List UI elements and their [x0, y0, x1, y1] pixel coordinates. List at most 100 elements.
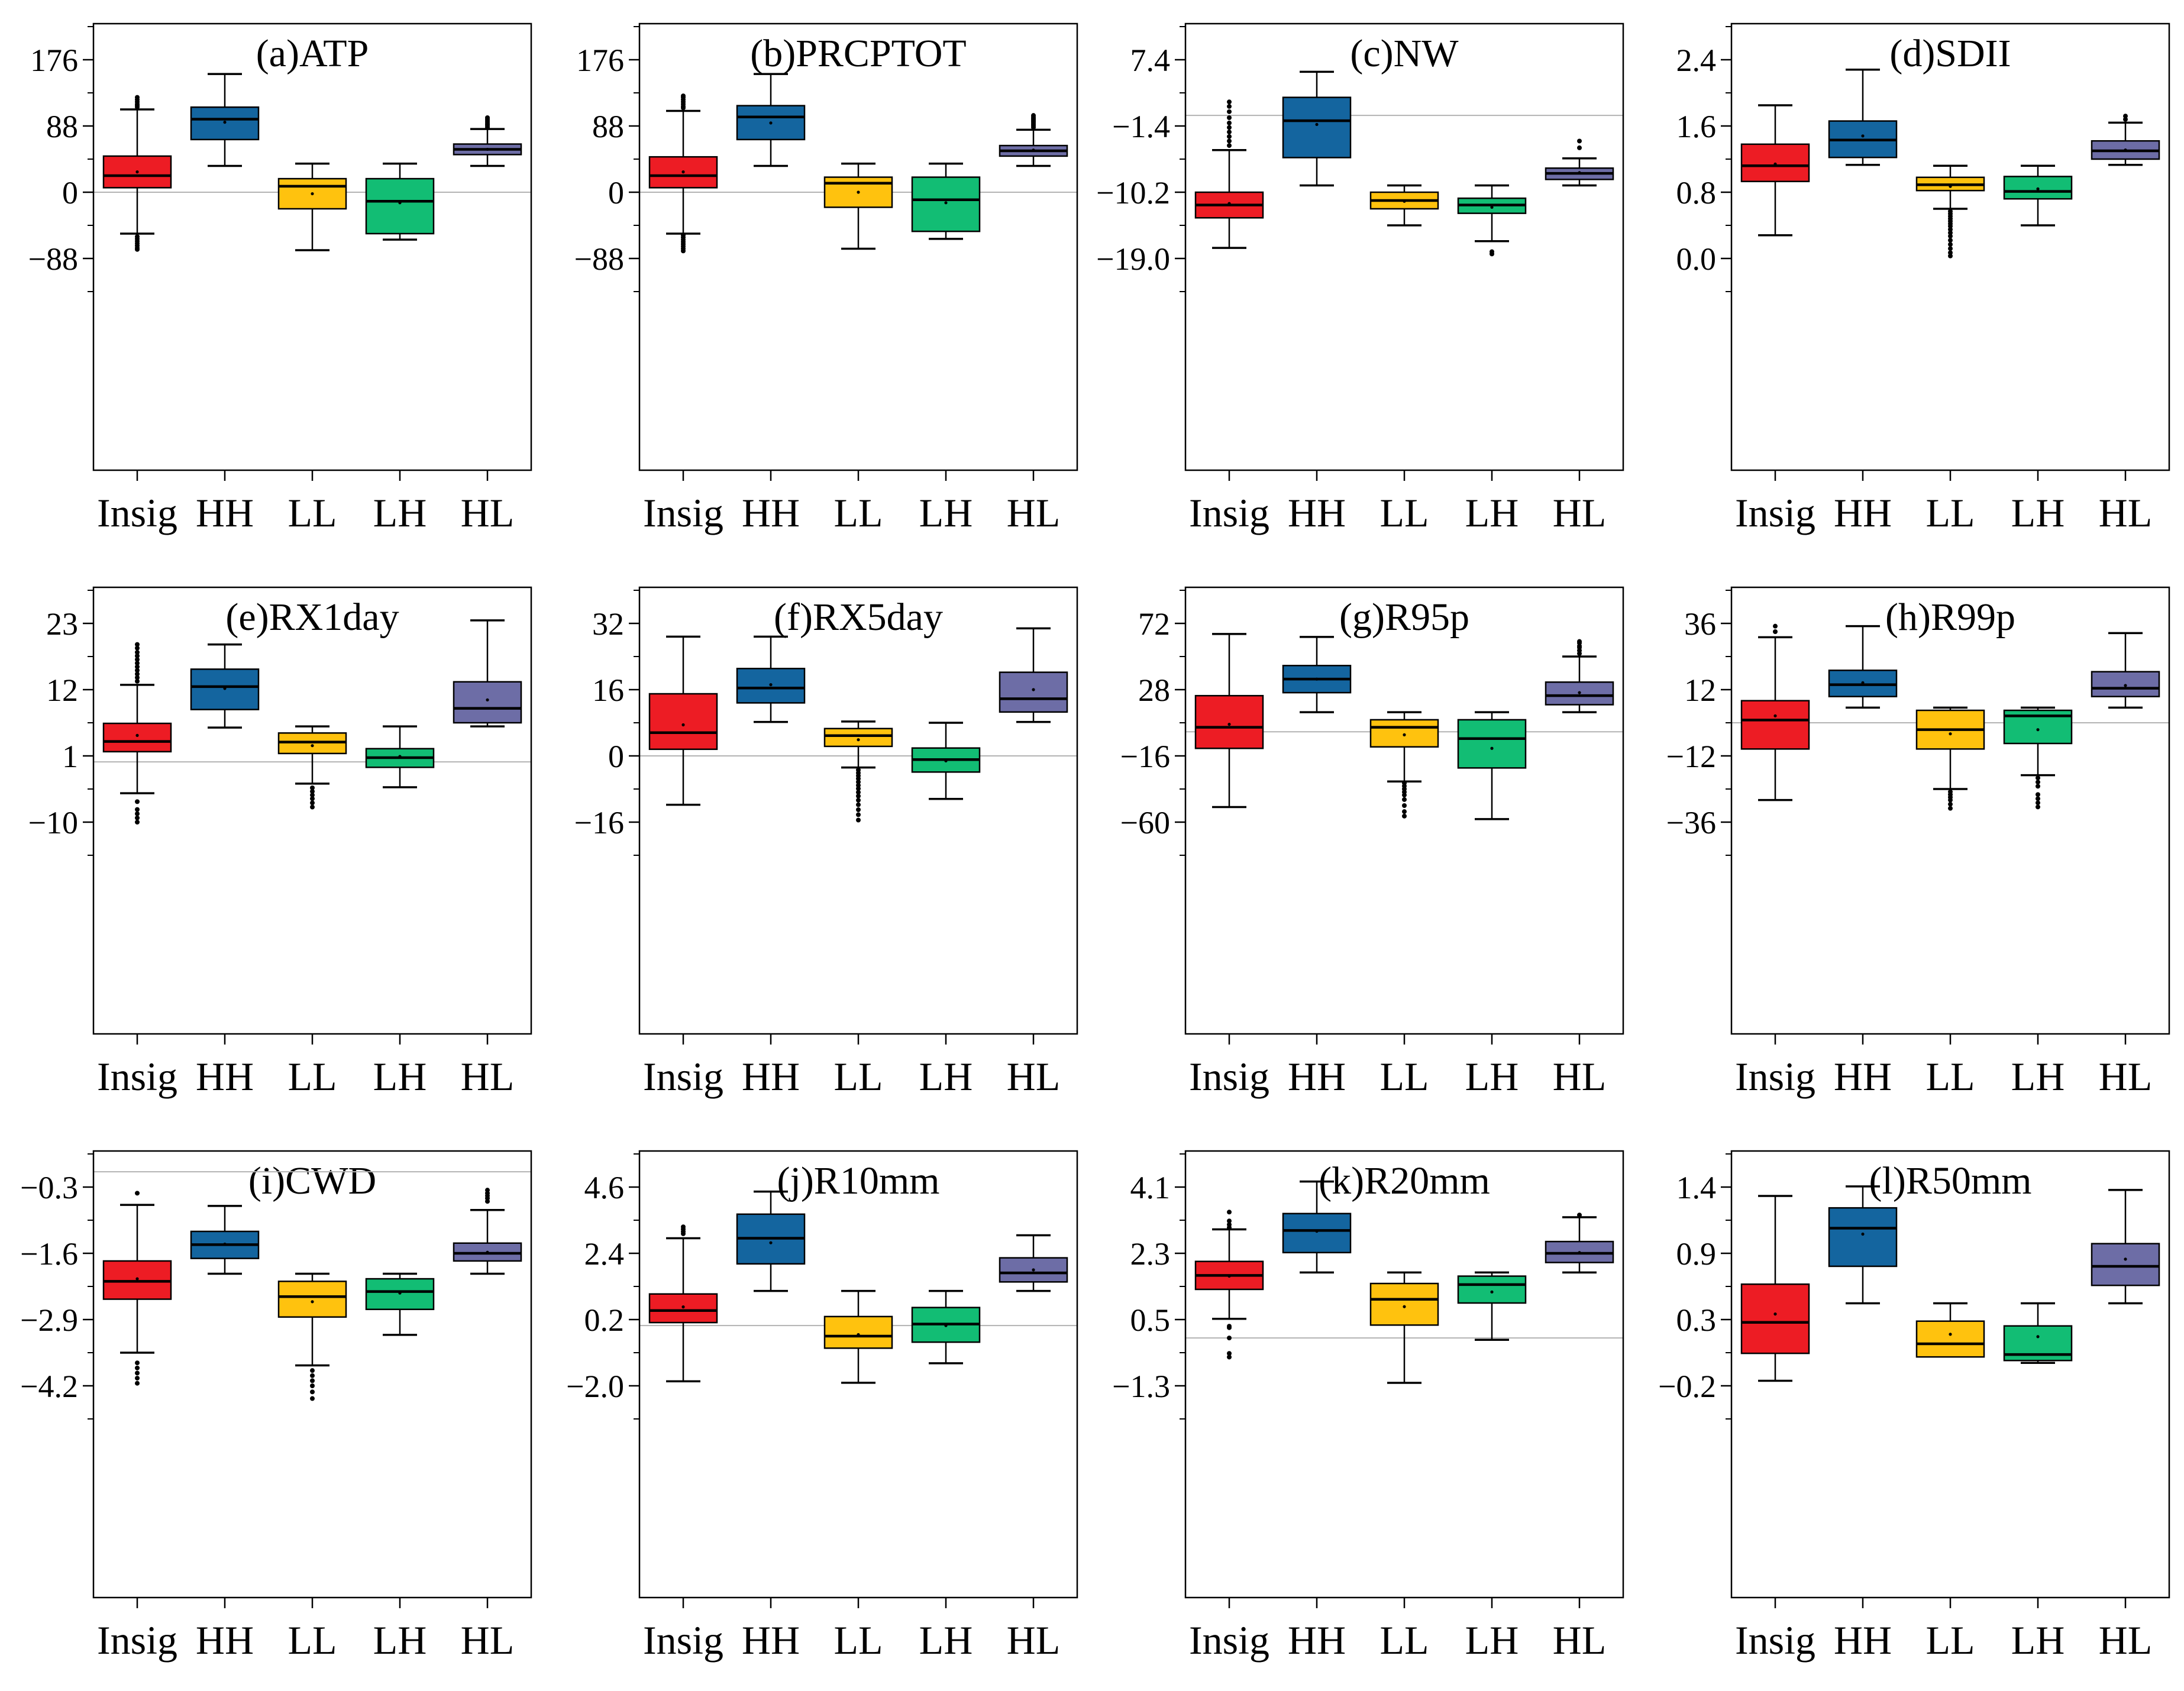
- mean-dot: [857, 1333, 860, 1337]
- box-ll: [823, 162, 893, 250]
- box-ll: [1369, 1271, 1439, 1384]
- outlier-marker: [1402, 793, 1407, 798]
- mean-dot: [223, 121, 227, 124]
- mean-dot: [1315, 122, 1319, 127]
- outlier-marker: [135, 815, 140, 820]
- outlier-marker: [2036, 775, 2040, 781]
- box-lh: [2003, 1302, 2073, 1365]
- y-tick-label: 176: [576, 43, 624, 78]
- outlier-marker: [310, 804, 315, 810]
- panel-title: (i)CWD: [248, 1159, 377, 1202]
- y-tick-label: 12: [1684, 672, 1716, 708]
- outlier-marker: [856, 797, 861, 803]
- box-ll: [823, 720, 893, 823]
- category-label: HL: [1553, 1618, 1607, 1663]
- boxplot-svg: 4.6 2.4 0.2 −2.0 Insig HH LL LH HL: [566, 1150, 1078, 1663]
- box-hh: [1828, 1185, 1898, 1305]
- category-label: HH: [196, 490, 254, 535]
- category-label: LH: [373, 1054, 427, 1099]
- outlier-marker: [856, 802, 861, 807]
- category-label: LH: [2011, 1054, 2065, 1099]
- mean-dot: [1227, 1274, 1231, 1278]
- box-lh: [911, 722, 981, 800]
- y-tick-label: −88: [574, 241, 624, 277]
- category-label: Insig: [1189, 490, 1269, 535]
- y-tick-label: 32: [592, 606, 624, 642]
- outlier-marker: [135, 664, 140, 670]
- iqr-box: [823, 1315, 893, 1349]
- outlier-marker: [1402, 797, 1407, 802]
- box-hl: [2091, 632, 2160, 709]
- outlier-marker: [135, 657, 140, 662]
- category-label: HL: [1007, 1618, 1061, 1663]
- outlier-marker: [310, 800, 315, 806]
- mean-dot: [223, 1242, 227, 1246]
- panel-title: (e)RX1day: [225, 596, 399, 639]
- outlier-marker: [1227, 1325, 1232, 1330]
- outlier-marker: [1227, 134, 1232, 139]
- iqr-box: [1915, 1320, 1985, 1358]
- y-tick-label: −36: [1666, 805, 1716, 840]
- box-ll: [277, 1272, 347, 1401]
- y-tick-label: −2.9: [20, 1302, 78, 1338]
- outlier-marker: [1227, 1354, 1232, 1360]
- outlier-marker: [1402, 803, 1407, 808]
- iqr-box: [453, 681, 522, 724]
- category-label: Insig: [97, 490, 177, 535]
- outlier-marker: [1227, 1222, 1232, 1227]
- boxplot-svg: −0.3 −1.6 −2.9 −4.2 Insig HH LL LH HL: [20, 1150, 532, 1663]
- outlier-marker: [485, 115, 490, 120]
- outlier-marker: [135, 1376, 140, 1381]
- outlier-marker: [485, 1199, 490, 1204]
- category-label: LL: [833, 1054, 883, 1099]
- mean-dot: [486, 147, 489, 151]
- mean-dot: [486, 1250, 489, 1254]
- outlier-marker: [1227, 115, 1232, 120]
- mean-dot: [944, 1324, 948, 1327]
- outlier-marker: [1227, 104, 1232, 109]
- mean-dot: [857, 190, 860, 194]
- panel-title: (a)ATP: [256, 32, 369, 75]
- outlier-marker: [856, 817, 861, 823]
- panel-f-rx5day: (f)RX5day 32 16 0 −16 Insig HH LL LH HL: [546, 564, 1092, 1127]
- mean-dot: [1227, 202, 1231, 205]
- mean-dot: [1773, 162, 1777, 166]
- box-lh: [2003, 164, 2073, 227]
- outlier-marker: [310, 793, 315, 798]
- y-tick-label: 4.1: [1130, 1170, 1171, 1205]
- box-lh: [365, 1272, 435, 1336]
- y-tick-label: −88: [28, 241, 78, 277]
- outlier-marker: [310, 1396, 315, 1401]
- category-label: HH: [742, 1618, 800, 1663]
- category-label: HH: [1834, 1618, 1892, 1663]
- outlier-marker: [856, 783, 861, 788]
- box-hl: [2091, 1189, 2160, 1305]
- y-tick-label: 0.2: [584, 1302, 625, 1338]
- mean-dot: [1490, 205, 1494, 209]
- outlier-marker: [135, 649, 140, 655]
- box-hh: [190, 73, 260, 167]
- panel-g-r95p: (g)R95p 72 28 −16 −60 Insig HH LL LH HL: [1092, 564, 1638, 1127]
- outlier-marker: [856, 807, 861, 812]
- y-tick-label: 4.6: [584, 1170, 625, 1205]
- category-label: LL: [1379, 1618, 1429, 1663]
- category-label: Insig: [643, 490, 723, 535]
- box-insig: [102, 642, 172, 825]
- category-label: Insig: [1735, 490, 1815, 535]
- box-ll: [1915, 1302, 1985, 1358]
- iqr-box: [1740, 1283, 1810, 1354]
- box-hl: [453, 115, 522, 167]
- outlier-marker: [681, 248, 686, 254]
- mean-dot: [135, 170, 139, 174]
- y-tick-label: 2.4: [584, 1236, 625, 1272]
- mean-dot: [135, 1277, 139, 1281]
- box-insig: [648, 93, 718, 254]
- outlier-marker: [135, 642, 140, 647]
- outlier-marker: [1948, 224, 1953, 229]
- boxplot-svg: 4.1 2.3 0.5 −1.3 Insig HH LL LH HL: [1112, 1150, 1624, 1663]
- box-hh: [1282, 636, 1352, 713]
- mean-dot: [681, 723, 685, 727]
- category-label: HL: [461, 1618, 515, 1663]
- y-tick-label: −0.2: [1658, 1369, 1716, 1404]
